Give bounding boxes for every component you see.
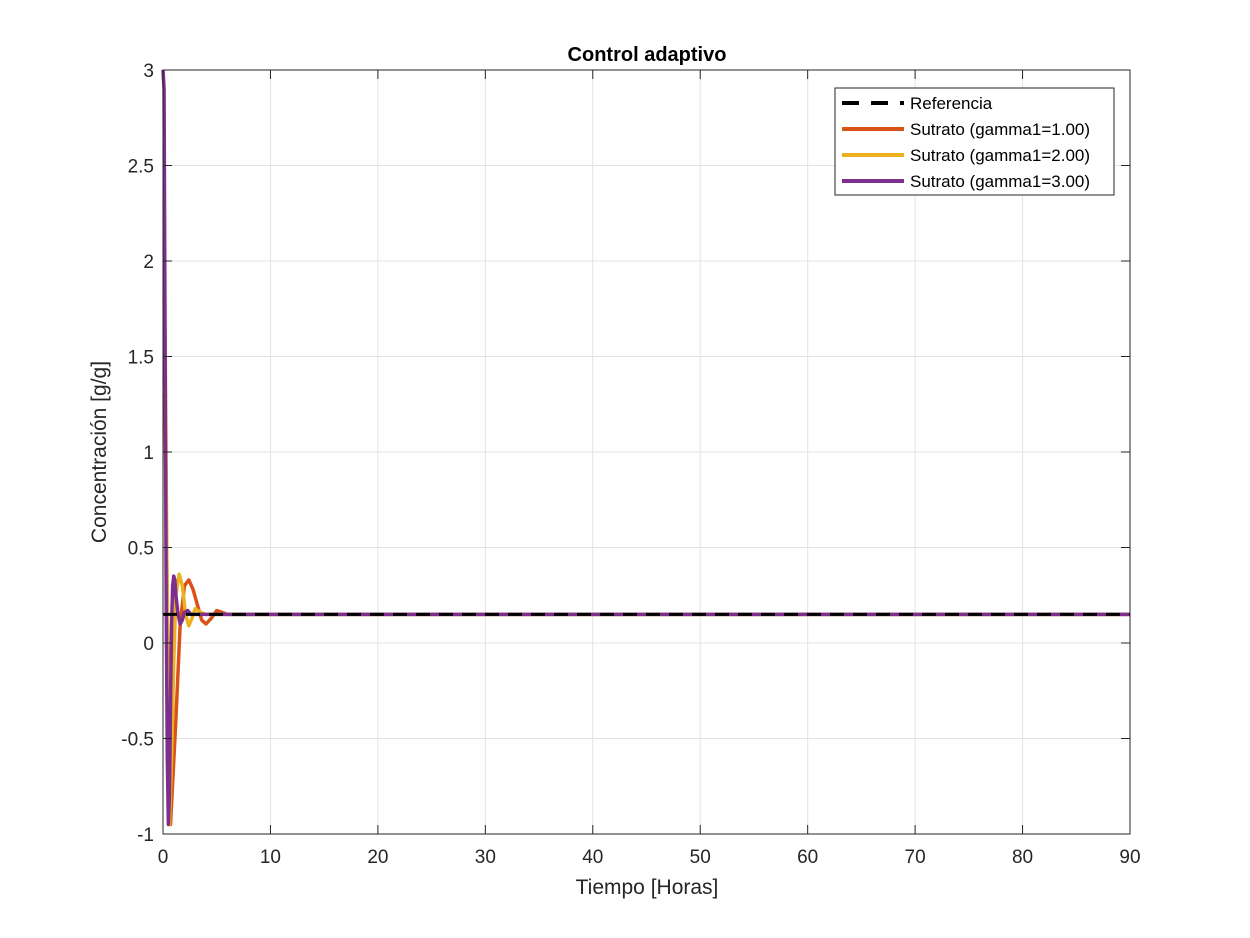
x-tick-label: 0	[158, 847, 169, 868]
x-tick-label: 80	[1012, 847, 1033, 868]
x-tick-label: 90	[1119, 847, 1140, 868]
y-tick-label: 0.5	[128, 539, 154, 560]
x-tick-label: 60	[797, 847, 818, 868]
y-tick-label: 0	[143, 634, 154, 655]
y-axis-label: Concentración [g/g]	[88, 361, 111, 543]
y-tick-labels: -1 -0.5 0 0.5 1 1.5 2 2.5 3	[121, 61, 154, 846]
y-tick-label: -0.5	[121, 730, 154, 751]
x-tick-label: 50	[690, 847, 711, 868]
legend-label: Sutrato (gamma1=2.00)	[910, 146, 1090, 165]
legend: Referencia Sutrato (gamma1=1.00) Sutrato (…	[834, 87, 1115, 196]
legend-label: Referencia	[910, 94, 993, 113]
y-tick-label: 2	[143, 252, 154, 273]
ticks	[162, 69, 1131, 835]
x-tick-label: 70	[905, 847, 926, 868]
series-layer	[161, 69, 1130, 827]
x-axis-label: Tiempo [Horas]	[576, 876, 719, 899]
legend-label: Sutrato (gamma1=3.00)	[910, 172, 1090, 191]
x-tick-label: 20	[367, 847, 388, 868]
x-tick-label: 10	[260, 847, 281, 868]
legend-box	[834, 87, 1115, 196]
y-tick-label: 1.5	[128, 348, 154, 369]
legend-entries: Referencia Sutrato (gamma1=1.00) Sutrato (…	[842, 94, 1090, 191]
y-tick-label: 3	[143, 61, 154, 82]
y-tick-label: 2.5	[128, 157, 154, 178]
x-tick-labels: 0 10 20 30 40 50 60 70 80 90	[158, 847, 1141, 868]
y-tick-label: 1	[143, 443, 154, 464]
x-tick-label: 40	[582, 847, 603, 868]
chart-title: Control adaptivo	[568, 44, 727, 66]
y-tick-label: -1	[137, 825, 154, 846]
x-tick-label: 30	[475, 847, 496, 868]
series-line-3	[161, 69, 1130, 827]
legend-label: Sutrato (gamma1=1.00)	[910, 120, 1090, 139]
